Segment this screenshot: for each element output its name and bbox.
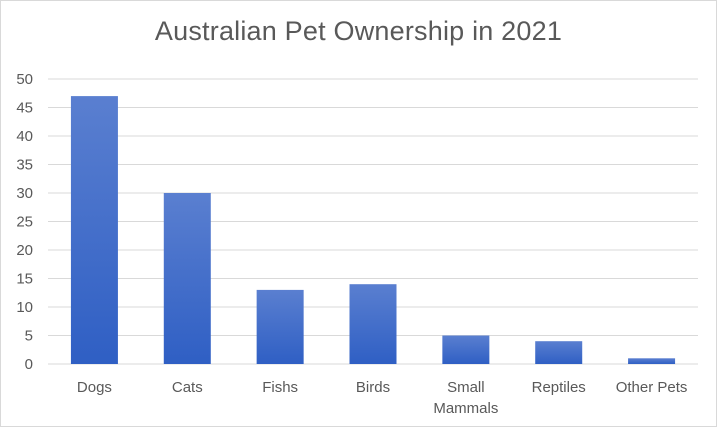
y-tick-label: 30 xyxy=(16,185,33,202)
y-tick-label: 20 xyxy=(16,242,33,259)
y-tick-label: 15 xyxy=(16,271,33,288)
y-tick-label: 45 xyxy=(16,100,33,117)
x-tick-label: Fishs xyxy=(262,379,298,396)
bar xyxy=(349,284,397,364)
x-tick-label: Dogs xyxy=(77,379,112,396)
gridlines xyxy=(48,78,698,365)
x-axis-labels: Dogs Cats Fishs Birds Small Mammals Reptiles Ot… xyxy=(77,379,688,417)
x-tick-label: Reptiles xyxy=(532,379,586,396)
y-tick-label: 50 xyxy=(16,71,33,88)
x-tick-label: Other Pets xyxy=(616,379,688,396)
x-tick-label: Cats xyxy=(172,379,203,396)
x-tick-label: Birds xyxy=(356,379,390,396)
x-tick-label: Small Mammals xyxy=(433,379,498,417)
y-axis-ticks: 0 5 10 15 20 25 30 35 40 45 50 xyxy=(16,71,33,373)
y-tick-label: 0 xyxy=(25,356,33,373)
y-tick-label: 35 xyxy=(16,157,33,174)
bar xyxy=(70,96,118,364)
chart-title: Australian Pet Ownership in 2021 xyxy=(154,16,563,46)
bars xyxy=(70,96,676,364)
y-tick-label: 10 xyxy=(16,299,33,316)
y-tick-label: 5 xyxy=(25,328,33,345)
bar xyxy=(256,289,304,364)
bar xyxy=(163,193,211,364)
bar xyxy=(442,335,490,364)
bar xyxy=(535,341,583,364)
bar xyxy=(628,358,676,364)
y-tick-label: 25 xyxy=(16,214,33,231)
y-tick-label: 40 xyxy=(16,128,33,145)
